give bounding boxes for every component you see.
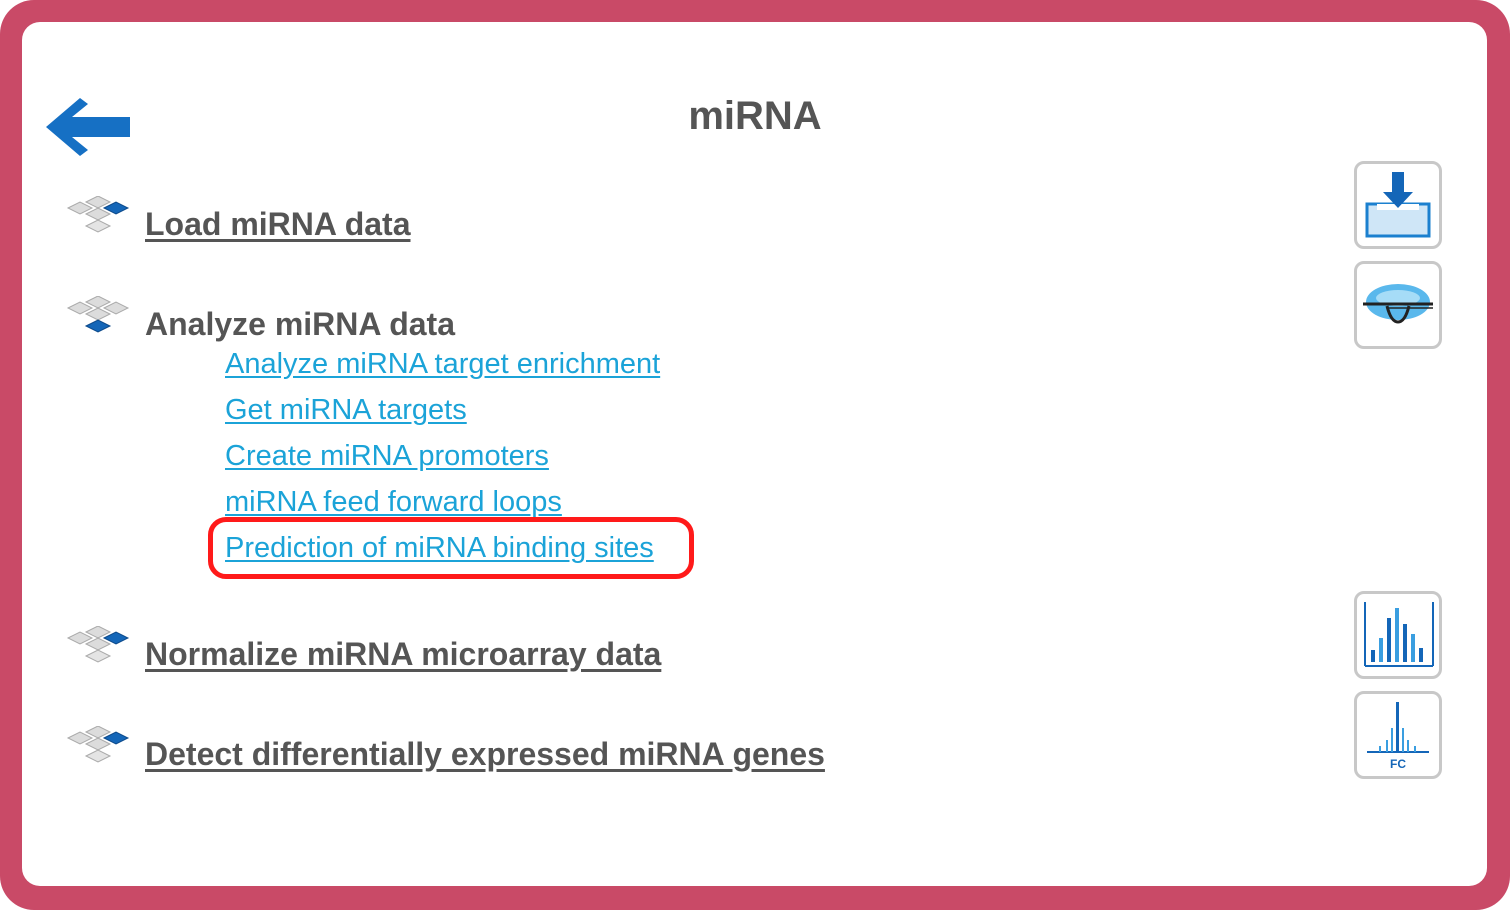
download-tray-icon: [1365, 172, 1431, 238]
normalize-data-button[interactable]: [1354, 591, 1442, 679]
histogram-icon: [1364, 602, 1434, 667]
detect-differential-link[interactable]: Detect differentially expressed miRNA ge…: [145, 736, 825, 772]
analyze-mirna-heading: Analyze miRNA data: [145, 306, 455, 342]
cubes-icon: [66, 296, 130, 333]
back-button[interactable]: [44, 96, 132, 158]
prediction-binding-sites-link[interactable]: Prediction of miRNA binding sites: [225, 532, 654, 564]
analyze-target-enrichment-link[interactable]: Analyze miRNA target enrichment: [225, 348, 661, 380]
cubes-icon: [66, 626, 130, 663]
cubes-icon: [66, 726, 130, 763]
detect-differential-button[interactable]: FC: [1354, 691, 1442, 779]
analyze-data-button[interactable]: [1354, 261, 1442, 349]
normalize-mirna-link[interactable]: Normalize miRNA microarray data: [145, 636, 662, 672]
back-arrow-icon: [46, 98, 130, 156]
fc-label: FC: [1390, 757, 1406, 771]
mirna-feed-forward-loops-link[interactable]: miRNA feed forward loops: [225, 486, 562, 518]
load-mirna-link[interactable]: Load miRNA data: [145, 206, 411, 242]
fold-change-icon: FC: [1367, 702, 1429, 771]
analyze-sublinks: Analyze miRNA target enrichment Get miRN…: [225, 345, 660, 575]
cubes-icon: [66, 196, 130, 233]
main-panel: [22, 22, 1487, 886]
highlight-box: [208, 517, 694, 579]
page-title: miRNA: [688, 94, 822, 138]
load-data-button[interactable]: [1354, 161, 1442, 249]
create-mirna-promoters-link[interactable]: Create miRNA promoters: [225, 440, 549, 472]
binding-site-icon: [1363, 284, 1433, 324]
get-mirna-targets-link[interactable]: Get miRNA targets: [225, 394, 467, 426]
